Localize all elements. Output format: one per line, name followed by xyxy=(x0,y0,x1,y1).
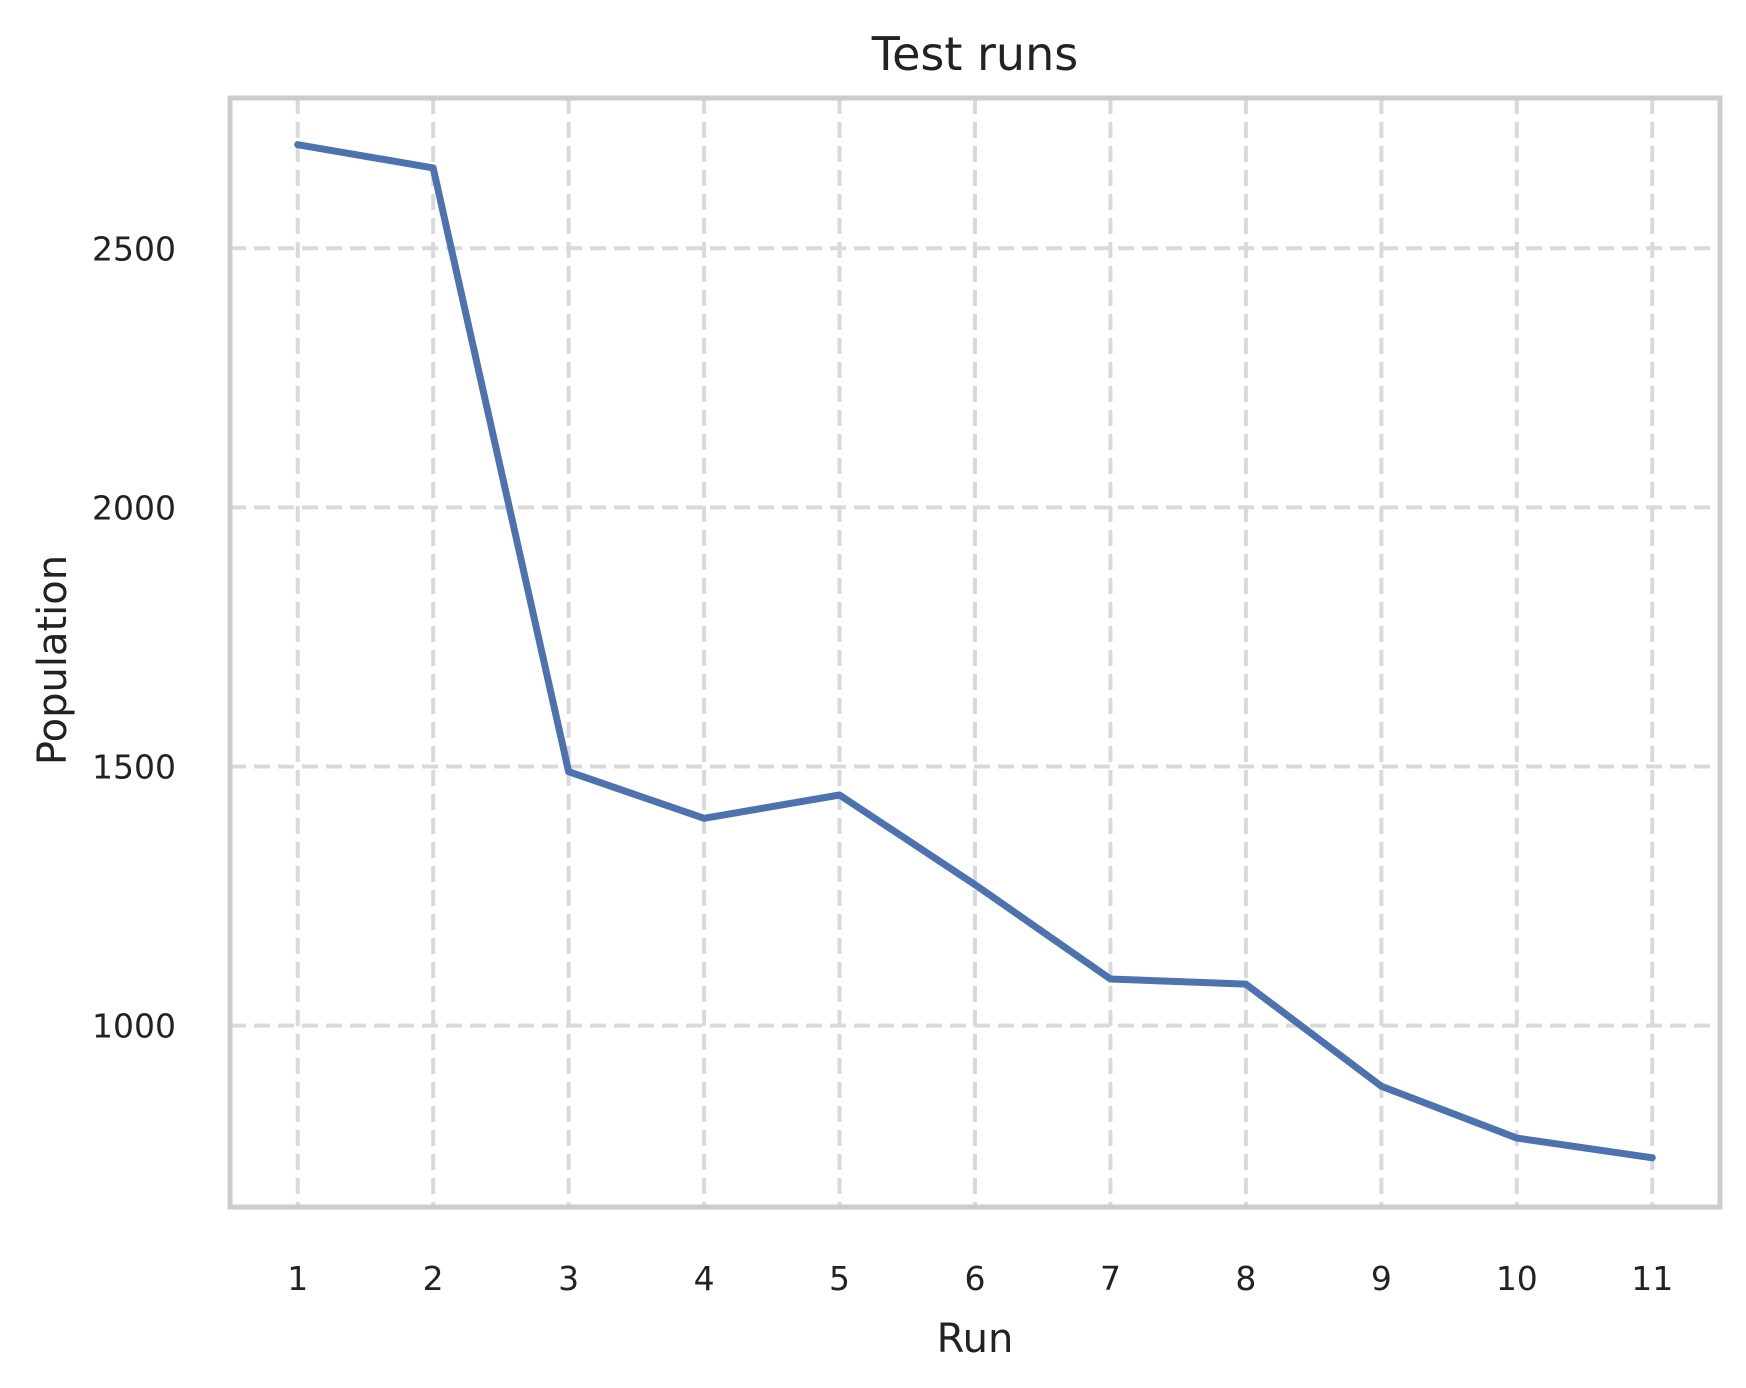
y-tick-label-2500: 2500 xyxy=(92,229,176,268)
x-tick-label-8: 8 xyxy=(1235,1259,1256,1298)
x-tick-label-5: 5 xyxy=(829,1259,850,1298)
chart-title: Test runs xyxy=(871,27,1078,81)
x-tick-label-1: 1 xyxy=(287,1259,308,1298)
x-axis-label: Run xyxy=(937,1316,1014,1362)
x-tick-label-11: 11 xyxy=(1631,1259,1673,1298)
y-tick-label-2000: 2000 xyxy=(92,488,176,527)
x-tick-labels: 1 2 3 4 5 6 7 8 9 10 11 xyxy=(287,1259,1673,1298)
y-axis-label: Population xyxy=(30,555,76,765)
x-tick-label-2: 2 xyxy=(423,1259,444,1298)
grid-layer xyxy=(230,98,1720,1207)
x-tick-label-3: 3 xyxy=(558,1259,579,1298)
plot-frame xyxy=(227,95,1723,1210)
y-tick-label-1000: 1000 xyxy=(92,1007,176,1046)
x-tick-label-6: 6 xyxy=(965,1259,986,1298)
plot-border xyxy=(227,95,1723,1210)
x-tick-label-10: 10 xyxy=(1496,1259,1538,1298)
x-tick-label-4: 4 xyxy=(694,1259,715,1298)
y-tick-labels: 1000 1500 2000 2500 xyxy=(92,229,176,1045)
x-tick-label-7: 7 xyxy=(1100,1259,1121,1298)
series-layer xyxy=(294,141,1656,1162)
x-tick-label-9: 9 xyxy=(1371,1259,1392,1298)
y-tick-label-1500: 1500 xyxy=(92,748,176,787)
